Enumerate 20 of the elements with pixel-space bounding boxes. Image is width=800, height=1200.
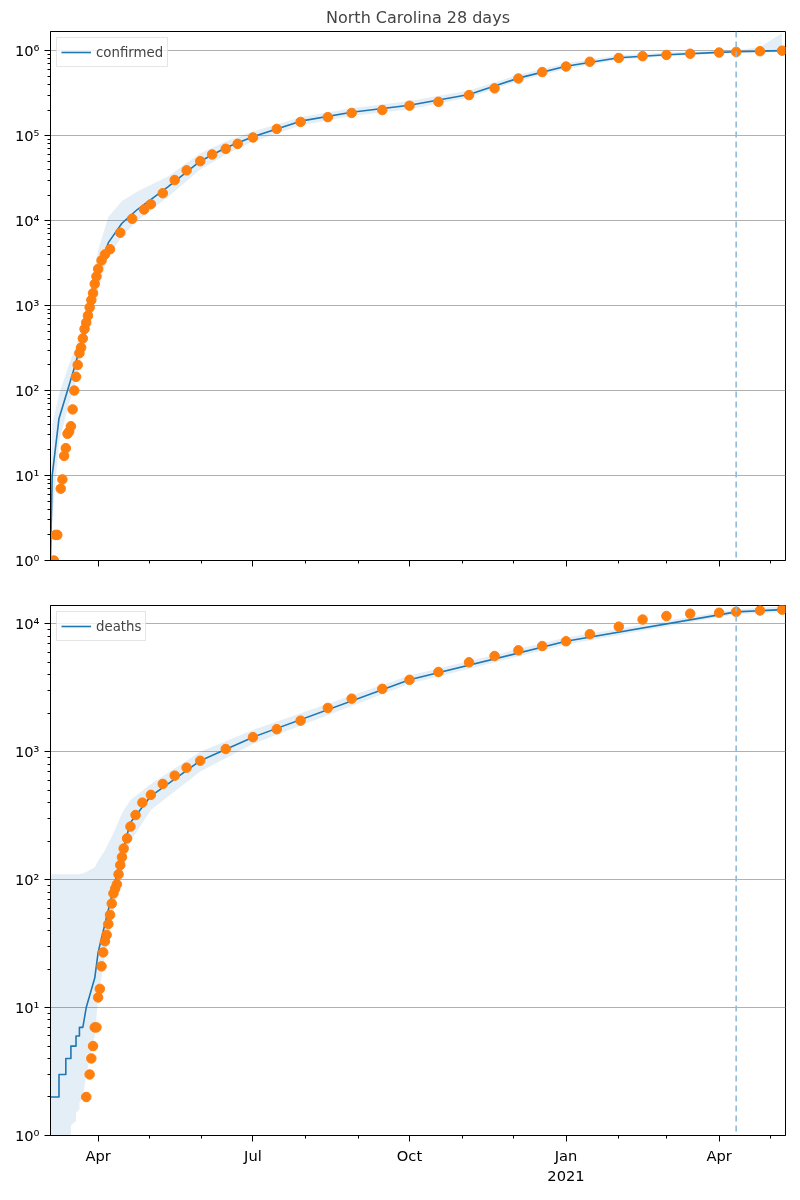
x-tick-label: Apr [85,1146,112,1164]
y-tick-label: 10⁴ [14,212,40,230]
y-tick-label: 10⁵ [14,127,40,145]
legend-label: confirmed [96,44,164,60]
y-tick-label: 10² [14,382,40,400]
y-tick-label: 10¹ [14,999,40,1017]
legend-label: deaths [96,618,142,634]
y-tick-label: 10² [14,871,40,889]
y-tick-label: 10⁴ [14,615,40,633]
x-tick-label: Jul [243,1146,262,1164]
y-tick-label: 10⁰ [14,1127,40,1144]
y-tick-label: 10³ [14,297,40,315]
x-tick-label: Jan 2021 [547,1146,585,1184]
y-tick-label: 10³ [14,743,40,761]
y-tick-label: 10⁶ [14,42,40,60]
x-tick-label: Apr [706,1146,733,1164]
x-tick-label: Oct [396,1146,423,1164]
y-tick-label: 10⁰ [14,552,40,569]
y-tick-label: 10¹ [14,467,40,485]
chart-title: North Carolina 28 days [326,7,510,27]
